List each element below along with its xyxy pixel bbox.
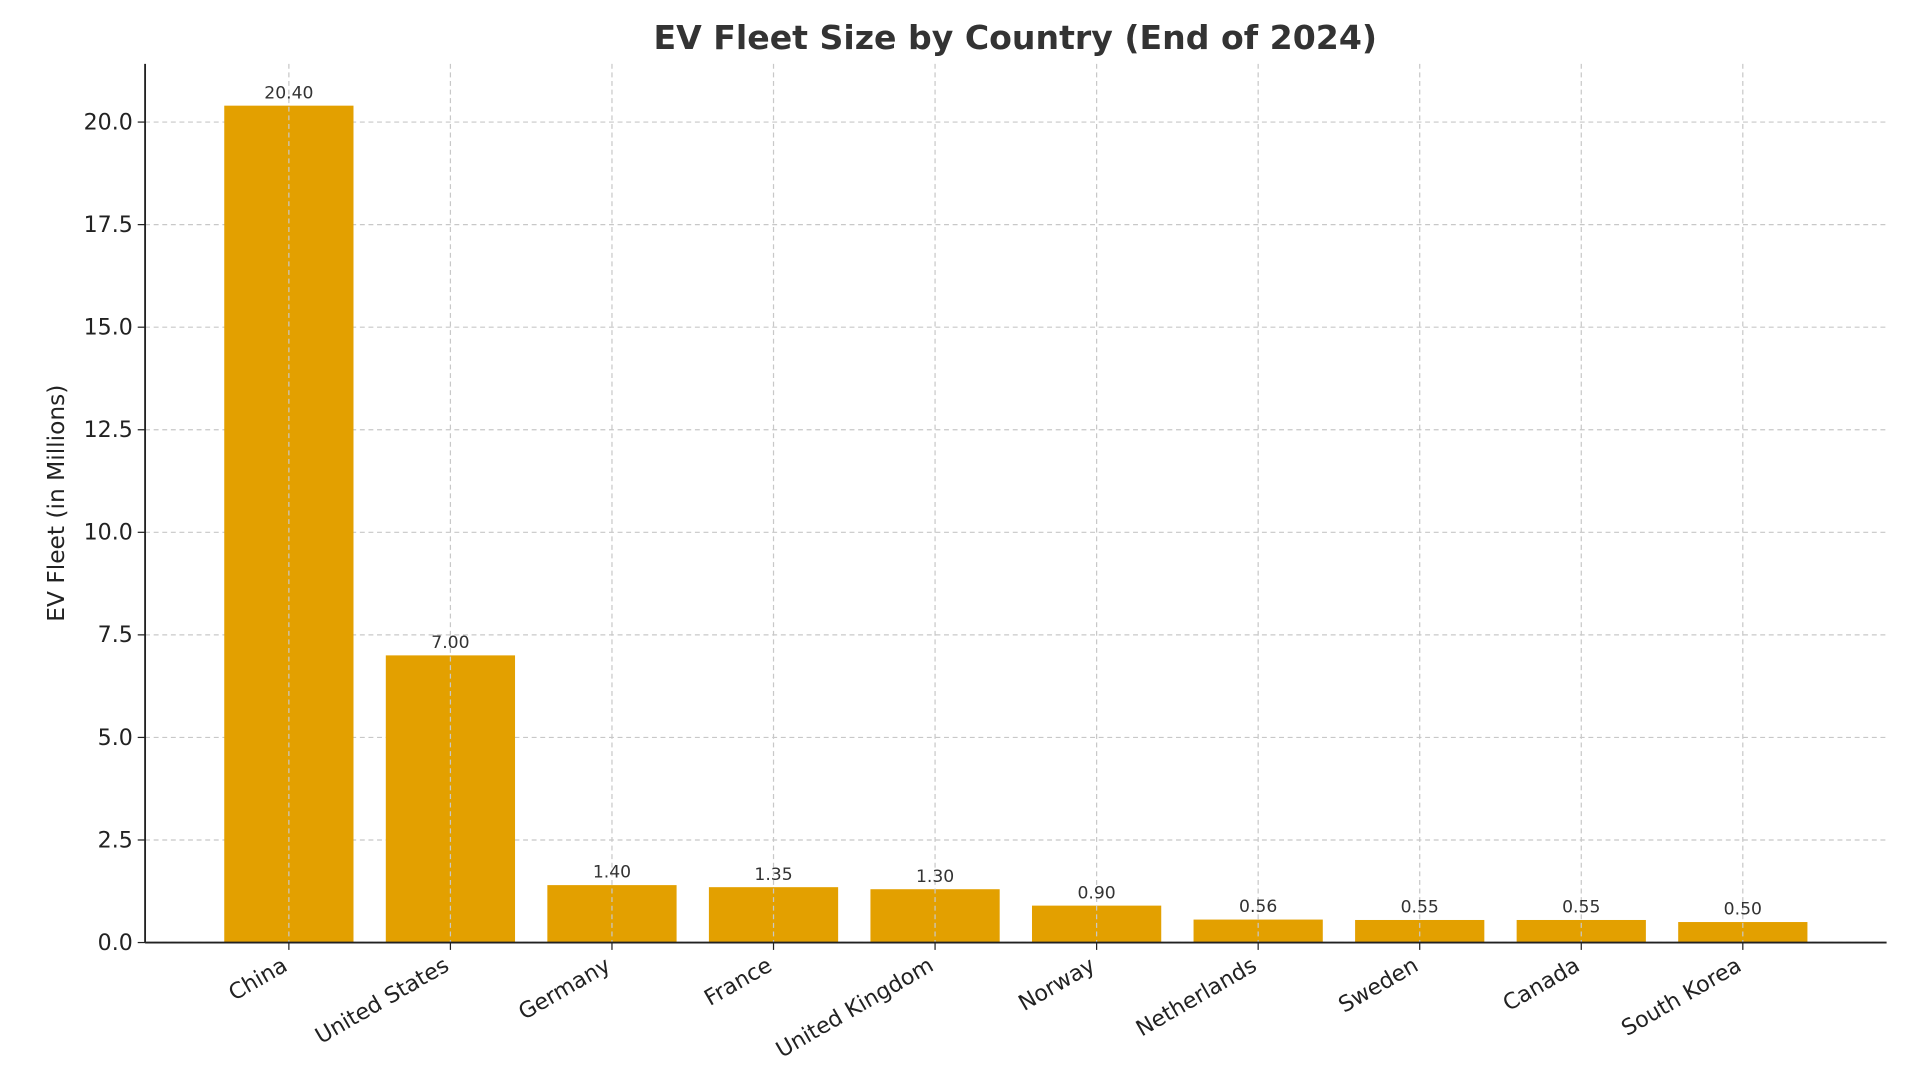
x-tick-label: Norway	[1014, 952, 1100, 1016]
chart-title: EV Fleet Size by Country (End of 2024)	[653, 18, 1377, 57]
data-label: 0.90	[1077, 883, 1115, 903]
data-label: 1.35	[754, 865, 792, 885]
y-tick-label: 0.0	[98, 930, 133, 956]
data-label: 0.56	[1239, 897, 1277, 917]
x-tick-label: Canada	[1499, 952, 1585, 1017]
x-tick-label: United States	[311, 952, 453, 1049]
x-tick-label: United Kingdom	[772, 952, 938, 1063]
bar	[1355, 919, 1485, 943]
data-label: 1.40	[593, 863, 631, 883]
data-label: 0.55	[1401, 898, 1439, 918]
x-tick-label: Germany	[514, 952, 615, 1025]
y-tick-label: 7.5	[98, 622, 133, 648]
x-tick-label: France	[700, 952, 777, 1011]
x-tick-label: Netherlands	[1132, 952, 1262, 1042]
data-label: 7.00	[431, 633, 469, 653]
y-tick-label: 12.5	[84, 417, 133, 443]
y-tick-label: 5.0	[98, 725, 133, 751]
y-axis-label: EV Fleet (in Millions)	[43, 385, 70, 622]
y-tick-label: 20.0	[84, 109, 133, 135]
y-tick-label: 17.5	[84, 212, 133, 238]
x-tick-label: China	[224, 952, 292, 1006]
y-tick-label: 10.0	[84, 520, 133, 546]
y-tick-label: 2.5	[98, 827, 133, 853]
data-label: 0.50	[1724, 900, 1762, 920]
data-label: 1.30	[916, 867, 954, 887]
x-tick-label: Sweden	[1334, 952, 1423, 1018]
data-label: 20.40	[264, 83, 313, 103]
bar	[1516, 919, 1646, 943]
x-tick-label: South Korea	[1617, 952, 1746, 1041]
bar	[1193, 919, 1323, 943]
data-label: 0.55	[1562, 898, 1600, 918]
y-tick-label: 15.0	[84, 315, 133, 341]
